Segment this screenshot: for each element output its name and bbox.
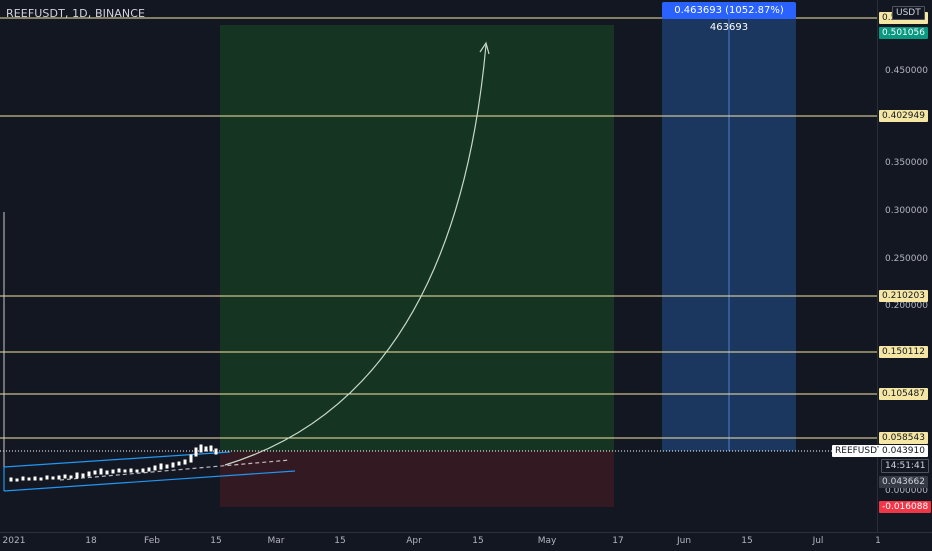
- currency-label[interactable]: USDT: [892, 6, 925, 20]
- time-tick: Feb: [144, 536, 160, 546]
- time-tick: Jul: [812, 536, 824, 546]
- time-axis[interactable]: [0, 532, 932, 551]
- time-tick: 2021: [2, 536, 26, 546]
- chart-canvas[interactable]: [0, 0, 877, 532]
- entry-price-label: 0.043662: [879, 476, 928, 488]
- price-tick: 0.300000: [885, 206, 928, 216]
- measure-label: 0.463693 (1052.87%) 463693: [662, 2, 796, 33]
- time-tick: 15: [472, 536, 484, 546]
- time-tick: May: [537, 536, 557, 546]
- level-label: 0.402949: [879, 110, 928, 122]
- symbol-title[interactable]: REEFUSDT, 1D, BINANCE: [6, 7, 146, 20]
- level-label: 0.105487: [879, 388, 928, 400]
- time-tick: 15: [334, 536, 346, 546]
- profit-zone[interactable]: [220, 25, 614, 451]
- horizontal-levels[interactable]: [0, 17, 877, 439]
- time-tick: Mar: [267, 536, 285, 546]
- time-tick: Apr: [406, 536, 422, 546]
- time-tick: Jun: [676, 536, 692, 546]
- time-tick: 18: [85, 536, 97, 546]
- price-tick: 0.350000: [885, 158, 928, 168]
- price-tick: 0.450000: [885, 66, 928, 76]
- level-label: 0.058543: [879, 432, 928, 444]
- symbol-tag: REEFUSDT: [832, 445, 886, 457]
- loss-zone[interactable]: [220, 451, 614, 507]
- current-price-label: 0.043910: [879, 445, 928, 457]
- time-tick: 15: [210, 536, 222, 546]
- time-tick: 17: [612, 536, 624, 546]
- arrow-head: [479, 41, 490, 55]
- stop-price-label: -0.016088: [879, 501, 932, 513]
- price-tick: 0.000000: [885, 486, 928, 496]
- candles: [9, 444, 218, 482]
- bar-countdown: 14:51:41: [881, 459, 930, 473]
- time-tick: 1: [875, 536, 881, 546]
- level-label: 0.210203: [879, 290, 928, 302]
- target-price-label: 0.501056: [879, 27, 928, 39]
- level-label: 0.150112: [879, 346, 928, 358]
- time-tick: 15: [741, 536, 753, 546]
- price-tick: 0.200000: [885, 301, 928, 311]
- projection-arrow[interactable]: [224, 44, 487, 466]
- price-tick: 0.250000: [885, 254, 928, 264]
